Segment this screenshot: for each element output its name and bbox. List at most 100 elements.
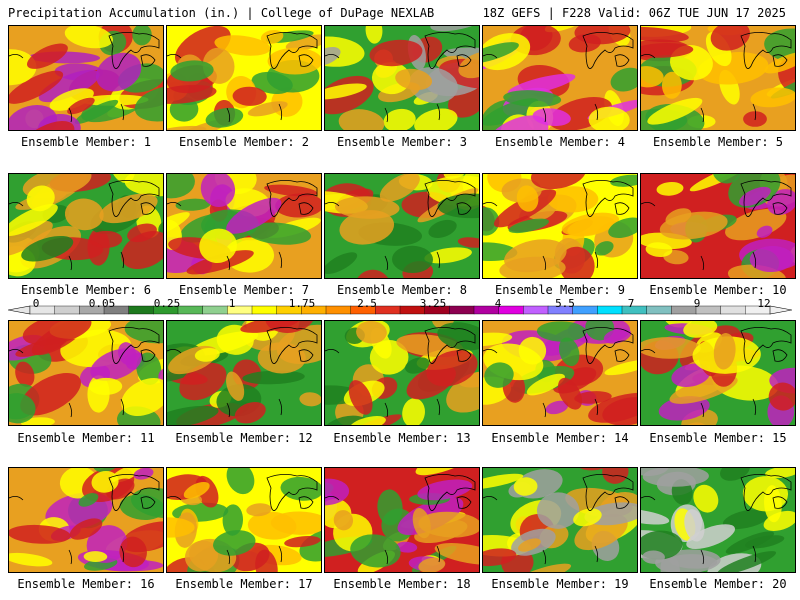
- precip-field: [641, 174, 795, 278]
- ensemble-member-map: [640, 173, 796, 279]
- colorbar-swatch: [523, 305, 549, 315]
- ensemble-member-label: Ensemble Member: 10: [649, 283, 787, 297]
- colorbar-swatch: [597, 305, 623, 315]
- great-lakes-outline: [740, 474, 792, 511]
- ensemble-member-label: Ensemble Member: 6: [20, 283, 152, 297]
- precip-field: [483, 468, 637, 572]
- great-lakes-outline: [108, 32, 160, 69]
- colorbar-swatch: [54, 305, 80, 315]
- ensemble-member-map: [482, 173, 638, 279]
- ensemble-member-label: Ensemble Member: 12: [175, 431, 313, 445]
- colorbar-tick-label: 5.5: [555, 297, 575, 310]
- precip-field: [167, 468, 321, 572]
- precip-field: [9, 468, 163, 572]
- ensemble-member-map: [640, 25, 796, 131]
- precip-field: [167, 321, 321, 425]
- ensemble-member-label: Ensemble Member: 8: [336, 283, 468, 297]
- colorbar-swatch: [621, 305, 648, 315]
- great-lakes-outline: [740, 32, 792, 69]
- great-lakes-outline: [424, 32, 476, 69]
- ensemble-member-map: [324, 467, 480, 573]
- ensemble-member-map: [482, 467, 638, 573]
- colorbar-right-arrow: [769, 305, 792, 315]
- precip-field: [9, 174, 163, 278]
- ensemble-member-map: [166, 320, 322, 426]
- colorbar-tick-label: 0.05: [88, 297, 116, 310]
- ensemble-member-label: Ensemble Member: 7: [178, 283, 310, 297]
- ensemble-member-label: Ensemble Member: 4: [494, 135, 626, 149]
- map-title: Precipitation Accumulation (in.) | Colle…: [8, 6, 435, 20]
- colorbar-swatch: [251, 305, 278, 315]
- ensemble-member-label: Ensemble Member: 9: [494, 283, 626, 297]
- precip-field: [483, 321, 637, 425]
- ensemble-member-map: [8, 25, 164, 131]
- great-lakes-outline: [108, 474, 160, 511]
- colorbar-swatch: [720, 305, 746, 315]
- ensemble-member-label: Ensemble Member: 15: [649, 431, 787, 445]
- ensemble-member-label: Ensemble Member: 5: [652, 135, 784, 149]
- ensemble-member-map: [482, 25, 638, 131]
- ensemble-member-label: Ensemble Member: 16: [17, 577, 155, 591]
- colorbar-tick-label: 1.75: [288, 297, 316, 310]
- great-lakes-outline: [266, 327, 318, 364]
- great-lakes-outline: [740, 327, 792, 364]
- great-lakes-outline: [582, 180, 634, 217]
- great-lakes-outline: [582, 327, 634, 364]
- great-lakes-outline: [582, 474, 634, 511]
- ensemble-member-map: [166, 467, 322, 573]
- colorbar-left-arrow: [8, 305, 31, 315]
- precip-field: [641, 468, 795, 572]
- ensemble-member-map: [324, 320, 480, 426]
- colorbar-swatch: [449, 305, 475, 315]
- precip-field: [325, 468, 479, 572]
- colorbar-swatch: [128, 305, 154, 315]
- great-lakes-outline: [424, 180, 476, 217]
- ensemble-member-label: Ensemble Member: 19: [491, 577, 629, 591]
- precip-field: [167, 174, 321, 278]
- precip-field: [9, 321, 163, 425]
- great-lakes-outline: [266, 474, 318, 511]
- great-lakes-outline: [424, 327, 476, 364]
- colorbar-tick-label: 1: [228, 297, 236, 310]
- precip-field: [641, 26, 795, 130]
- great-lakes-outline: [266, 180, 318, 217]
- ensemble-member-label: Ensemble Member: 17: [175, 577, 313, 591]
- colorbar-tick-label: 7: [627, 297, 635, 310]
- ensemble-member-label: Ensemble Member: 20: [649, 577, 787, 591]
- ensemble-member-map: [324, 173, 480, 279]
- great-lakes-outline: [108, 327, 160, 364]
- precipitation-colorbar: [8, 305, 792, 315]
- ensemble-member-label: Ensemble Member: 11: [17, 431, 155, 445]
- precip-field: [325, 321, 479, 425]
- ensemble-member-label: Ensemble Member: 18: [333, 577, 471, 591]
- ensemble-member-map: [8, 173, 164, 279]
- precip-field: [9, 26, 163, 130]
- ensemble-member-map: [324, 25, 480, 131]
- colorbar-swatch: [202, 305, 228, 315]
- colorbar-tick-label: 9: [693, 297, 701, 310]
- colorbar-tick-label: 0: [32, 297, 40, 310]
- great-lakes-outline: [740, 180, 792, 217]
- precip-field: [483, 26, 637, 130]
- great-lakes-outline: [424, 474, 476, 511]
- ensemble-member-label: Ensemble Member: 1: [20, 135, 152, 149]
- colorbar-swatch: [572, 305, 598, 315]
- great-lakes-outline: [582, 32, 634, 69]
- precip-field: [483, 174, 637, 278]
- precip-field: [325, 174, 479, 278]
- ensemble-member-map: [640, 320, 796, 426]
- model-run-info: 18Z GEFS | F228 Valid: 06Z TUE JUN 17 20…: [482, 6, 786, 20]
- great-lakes-outline: [266, 32, 318, 69]
- ensemble-member-map: [8, 467, 164, 573]
- colorbar-tick-label: 0.25: [153, 297, 181, 310]
- great-lakes-outline: [108, 180, 160, 217]
- precip-field: [167, 26, 321, 130]
- colorbar-tick-label: 12: [757, 297, 771, 310]
- ensemble-member-map: [8, 320, 164, 426]
- colorbar-tick-label: 3.25: [419, 297, 447, 310]
- colorbar-swatch: [646, 305, 672, 315]
- ensemble-member-map: [640, 467, 796, 573]
- colorbar-swatch: [671, 305, 697, 315]
- ensemble-member-map: [166, 173, 322, 279]
- colorbar-tick-label: 2.5: [357, 297, 377, 310]
